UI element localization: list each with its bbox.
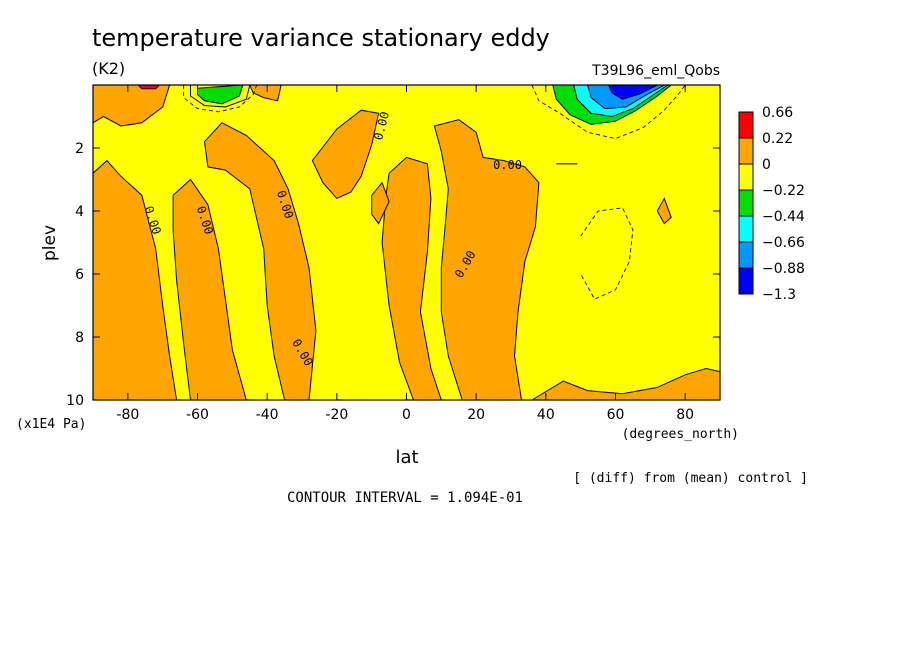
y-axis-ticks: 2 4 6 8 10 bbox=[66, 141, 720, 409]
colorbar-swatch-1 bbox=[738, 137, 754, 165]
x-tick-label-1: -60 bbox=[186, 407, 209, 423]
x-axis-label: lat bbox=[395, 447, 418, 468]
filled-regions bbox=[93, 85, 720, 400]
x-axis-units: (degrees_north) bbox=[622, 427, 739, 442]
contour-region-13 bbox=[197, 85, 244, 105]
contour-region-5 bbox=[381, 156, 442, 400]
y-axis-units: (x1E4 Pa) bbox=[16, 417, 86, 432]
diff-note: [ (diff) from (mean) control ] bbox=[573, 471, 808, 486]
colorbar-level-4: −0.44 bbox=[762, 209, 805, 225]
contour-region-4 bbox=[311, 109, 380, 200]
colorbar-level-1: 0.22 bbox=[762, 131, 793, 147]
x-tick-label-8: 80 bbox=[676, 407, 694, 423]
dashed-contour-1 bbox=[531, 85, 686, 140]
y-tick-label-2: 6 bbox=[75, 267, 84, 283]
x-tick-label-6: 40 bbox=[537, 407, 555, 423]
contour-region-8 bbox=[530, 367, 720, 400]
colorbar-level-0: 0.66 bbox=[762, 105, 793, 121]
contour-region-17 bbox=[607, 85, 658, 100]
contour-region-0 bbox=[93, 85, 171, 127]
contour-label-6: 0.00 bbox=[493, 158, 522, 172]
colorbar-level-7: −1.3 bbox=[762, 287, 796, 303]
y-axis-label: plev bbox=[40, 225, 60, 261]
colorbar-swatch-5 bbox=[738, 241, 754, 269]
colorbar-level-3: −0.22 bbox=[762, 183, 805, 199]
colorbar-swatch-6 bbox=[738, 267, 754, 295]
contour-interval: CONTOUR INTERVAL = 1.094E-01 bbox=[287, 490, 523, 506]
x-tick-label-0: -80 bbox=[116, 407, 139, 423]
colorbar-swatch-2 bbox=[738, 163, 754, 191]
dashed-contour-2 bbox=[580, 207, 634, 300]
x-tick-label-2: -40 bbox=[256, 407, 279, 423]
x-tick-label-7: 60 bbox=[607, 407, 625, 423]
dashed-contour-0 bbox=[183, 85, 258, 113]
x-axis-ticks: -80 -60 -40 -20 0 20 40 60 80 bbox=[116, 85, 694, 423]
colorbar-level-2: 0 bbox=[762, 157, 771, 173]
contour-region-1 bbox=[93, 159, 178, 400]
colorbar-level-6: −0.88 bbox=[762, 261, 805, 277]
x-tick-label-5: 20 bbox=[467, 407, 485, 423]
contour-region-2 bbox=[172, 178, 247, 400]
contour-region-3 bbox=[203, 122, 317, 400]
chart-units: (K2) bbox=[92, 59, 125, 78]
chart-title: temperature variance stationary eddy bbox=[92, 24, 550, 52]
colorbar-level-5: −0.66 bbox=[762, 235, 805, 251]
contour-region-9 bbox=[656, 197, 672, 225]
plot-area: 0.00 0.00 0.000.000.000.000.00 bbox=[92, 84, 721, 401]
contour-region-6 bbox=[371, 181, 390, 225]
x-tick-label-3: -20 bbox=[325, 407, 348, 423]
contour-region-7 bbox=[433, 119, 540, 400]
y-tick-label-0: 2 bbox=[75, 141, 84, 157]
colorbar-swatch-0 bbox=[738, 111, 754, 139]
y-tick-label-3: 8 bbox=[75, 330, 84, 346]
colorbar-swatch-3 bbox=[738, 189, 754, 217]
run-label: T39L96_eml_Qobs bbox=[591, 63, 720, 79]
colorbar-swatch-4 bbox=[738, 215, 754, 243]
y-tick-label-4: 10 bbox=[66, 393, 84, 409]
contour-region-10 bbox=[249, 85, 282, 102]
contour-region-11 bbox=[137, 85, 160, 90]
y-tick-label-1: 4 bbox=[75, 204, 84, 220]
colorbar: 0.66 0.22 0 −0.22 −0.44 −0.66 −0.88 −1.3 bbox=[738, 105, 805, 303]
x-tick-label-4: 0 bbox=[402, 407, 411, 423]
dashed-contours bbox=[183, 85, 686, 300]
